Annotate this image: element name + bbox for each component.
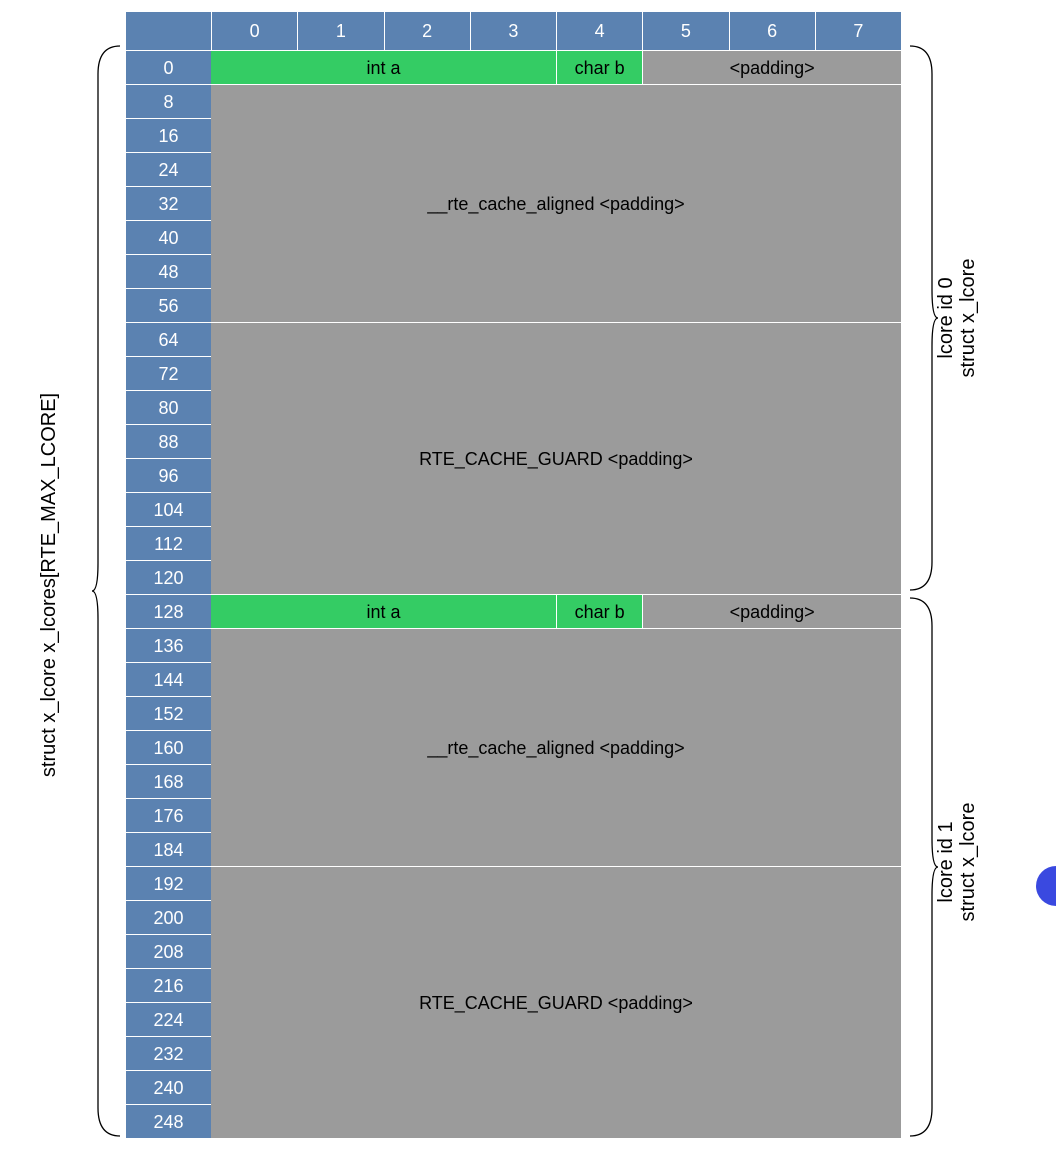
row-offset: 152 bbox=[126, 696, 211, 730]
field-char-b: char b bbox=[556, 50, 643, 84]
row-offset: 128 bbox=[126, 594, 211, 628]
field-int-a: int a bbox=[211, 50, 556, 84]
row-offset: 216 bbox=[126, 968, 211, 1002]
field-padding: <padding> bbox=[642, 594, 901, 628]
row-offset: 0 bbox=[126, 50, 211, 84]
row-offset: 112 bbox=[126, 526, 211, 560]
row-offset: 64 bbox=[126, 322, 211, 356]
row-offset: 144 bbox=[126, 662, 211, 696]
lcore-1-label-line2: struct x_lcore bbox=[957, 802, 979, 922]
row-offset: 88 bbox=[126, 424, 211, 458]
cache-aligned-padding: __rte_cache_aligned <padding> bbox=[211, 628, 901, 866]
row-offset: 24 bbox=[126, 152, 211, 186]
row-offset: 200 bbox=[126, 900, 211, 934]
row-offset: 32 bbox=[126, 186, 211, 220]
row-offset: 16 bbox=[126, 118, 211, 152]
row-offset: 224 bbox=[126, 1002, 211, 1036]
column-header: 2 bbox=[383, 12, 470, 50]
column-header: 7 bbox=[814, 12, 901, 50]
row-offset: 96 bbox=[126, 458, 211, 492]
row-offset: 168 bbox=[126, 764, 211, 798]
cache-guard-padding: RTE_CACHE_GUARD <padding> bbox=[211, 866, 901, 1138]
cache-guard-padding: RTE_CACHE_GUARD <padding> bbox=[211, 322, 901, 594]
row-offset: 192 bbox=[126, 866, 211, 900]
row-offset: 104 bbox=[126, 492, 211, 526]
row-offset: 40 bbox=[126, 220, 211, 254]
cache-aligned-padding: __rte_cache_aligned <padding> bbox=[211, 84, 901, 322]
row-offset: 232 bbox=[126, 1036, 211, 1070]
lcore-1-brace bbox=[909, 597, 939, 1137]
cursor-blob bbox=[1036, 866, 1056, 906]
row-offset: 72 bbox=[126, 356, 211, 390]
header-corner bbox=[126, 12, 211, 50]
row-offset: 240 bbox=[126, 1070, 211, 1104]
column-header: 5 bbox=[642, 12, 729, 50]
column-header: 4 bbox=[556, 12, 643, 50]
array-brace bbox=[91, 45, 121, 1137]
row-offset: 80 bbox=[126, 390, 211, 424]
lcore-1-label: lcore id 1 struct x_lcore bbox=[935, 772, 981, 952]
row-offset: 136 bbox=[126, 628, 211, 662]
row-offset: 176 bbox=[126, 798, 211, 832]
row-offset: 8 bbox=[126, 84, 211, 118]
lcore-0-label-line2: struct x_lcore bbox=[957, 258, 979, 378]
row-offset: 48 bbox=[126, 254, 211, 288]
array-label: struct x_lcore x_lcores[RTE_MAX_LCORE] bbox=[38, 392, 60, 778]
lcore-0-label: lcore id 0 struct x_lcore bbox=[935, 228, 981, 408]
lcore-0-label-line1: lcore id 0 bbox=[935, 277, 957, 359]
row-offset: 160 bbox=[126, 730, 211, 764]
field-char-b: char b bbox=[556, 594, 643, 628]
column-header: 3 bbox=[469, 12, 556, 50]
column-header: 6 bbox=[728, 12, 815, 50]
column-header: 1 bbox=[297, 12, 384, 50]
lcore-1-label-line1: lcore id 1 bbox=[935, 821, 957, 903]
row-offset: 120 bbox=[126, 560, 211, 594]
lcore-0-brace bbox=[909, 45, 939, 591]
row-offset: 184 bbox=[126, 832, 211, 866]
column-header: 0 bbox=[211, 12, 298, 50]
row-offset: 248 bbox=[126, 1104, 211, 1138]
row-offset: 56 bbox=[126, 288, 211, 322]
row-offset: 208 bbox=[126, 934, 211, 968]
field-int-a: int a bbox=[211, 594, 556, 628]
field-padding: <padding> bbox=[642, 50, 901, 84]
